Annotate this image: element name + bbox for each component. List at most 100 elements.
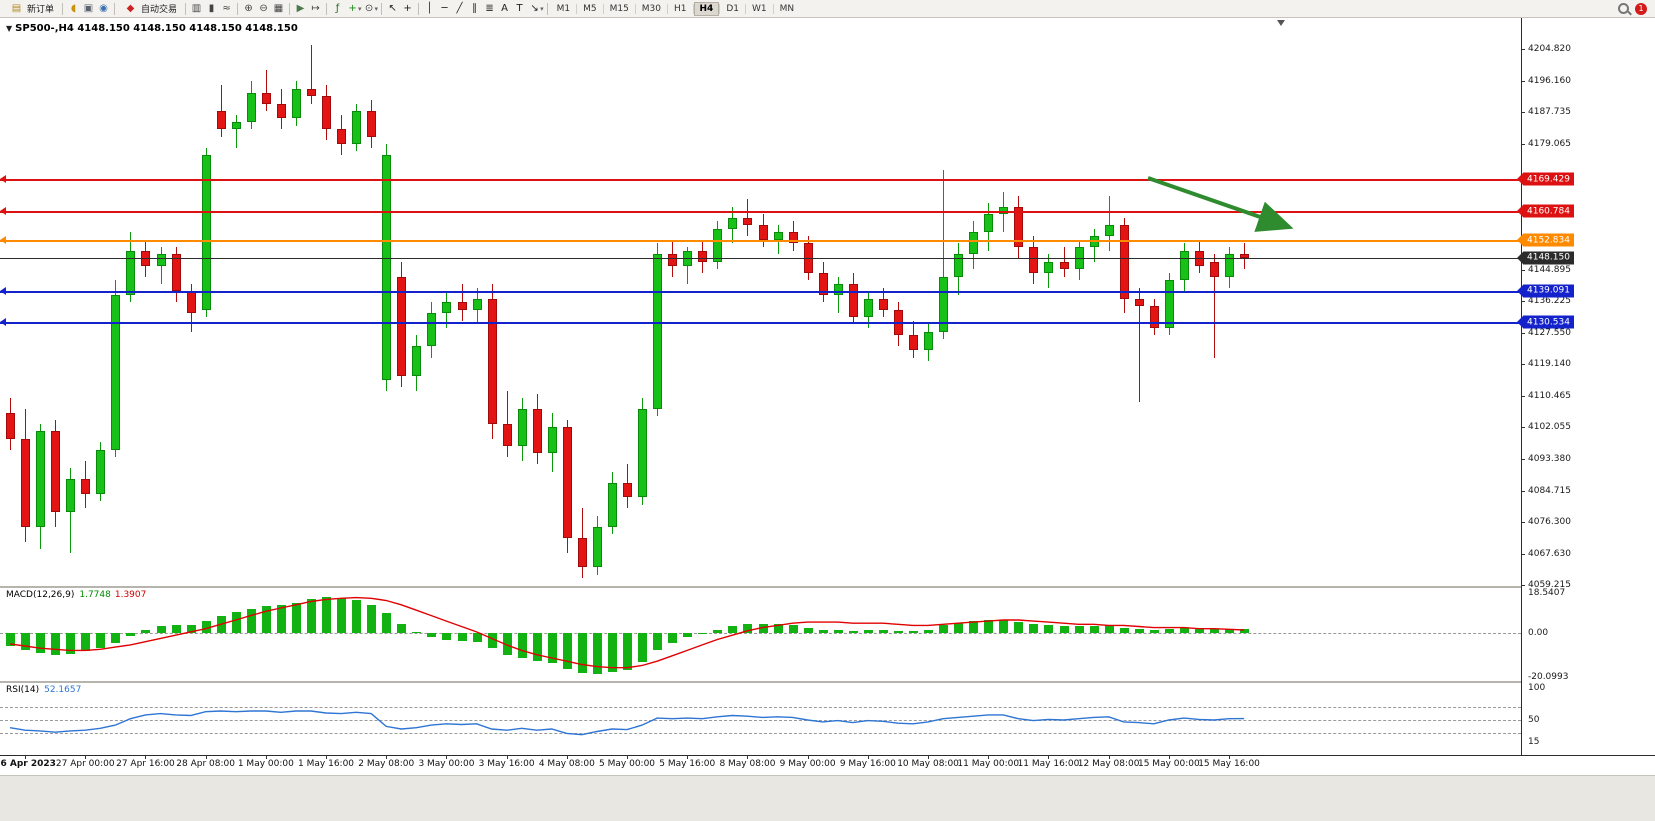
rsi-level-line [0, 732, 1521, 734]
support-line-1[interactable] [0, 290, 1521, 293]
current-price-line[interactable] [0, 257, 1521, 259]
candle-body [171, 254, 181, 292]
toolbar-separator [418, 2, 420, 15]
speaker-icon[interactable]: ◖ [70, 2, 77, 14]
time-axis[interactable] [0, 755, 1655, 775]
candle-body [472, 298, 482, 310]
price-axis[interactable] [1521, 18, 1655, 755]
tile-windows-icon[interactable]: ▦ [273, 2, 284, 14]
toolbar-button-label: 新订单 [27, 5, 55, 15]
timeframe-button-h1[interactable]: H1 [674, 3, 687, 14]
rsi-axis-label: 100 [1528, 683, 1546, 693]
price-tick-mark [1521, 427, 1525, 429]
timeframe-button-m5[interactable]: M5 [583, 3, 597, 14]
time-axis-label: 27 Apr 16:00 [116, 759, 175, 769]
cursor-icon[interactable]: ↖ [388, 2, 397, 14]
candle-body [51, 431, 61, 513]
candle-body [909, 335, 918, 351]
auto-scroll-icon[interactable]: ▶ [296, 2, 305, 14]
candle-body [487, 298, 497, 424]
rsi-panel[interactable] [0, 683, 1521, 755]
toolbar-separator [114, 2, 116, 15]
crosshair-icon[interactable]: + [403, 2, 412, 14]
time-tick-mark [1048, 755, 1050, 759]
notification-badge[interactable]: 1 [1635, 2, 1647, 15]
timeframe-button-w1[interactable]: W1 [751, 3, 767, 14]
timeframe-button-m30[interactable]: M30 [641, 3, 662, 14]
support-line-2[interactable] [0, 322, 1521, 325]
indicators-icon[interactable]: ƒ [335, 2, 340, 14]
time-tick-mark [928, 755, 930, 759]
pivot-line-badge[interactable]: 4152.834 [1523, 233, 1574, 247]
collapse-icon[interactable]: ▼ [6, 24, 13, 33]
chart-shift-icon[interactable]: ↦ [311, 2, 320, 14]
panel-separator[interactable] [0, 681, 1655, 683]
candle-body [1104, 225, 1114, 237]
time-tick-mark [205, 755, 207, 759]
horizontal-line-icon[interactable]: ─ [441, 2, 448, 14]
resistance-line-2[interactable] [0, 211, 1521, 214]
resistance-line-1-badge[interactable]: 4169.429 [1523, 172, 1574, 186]
time-axis-label: 8 May 08:00 [719, 759, 776, 769]
time-axis-label: 9 May 16:00 [839, 759, 896, 769]
timeframe-button-m15[interactable]: M15 [609, 3, 629, 14]
zoom-out-icon[interactable]: ⊖ [259, 2, 268, 14]
candlestick-chart-icon[interactable]: ▮ [208, 2, 215, 14]
rsi-axis-label: 50 [1528, 715, 1540, 725]
timeframe-button-m1[interactable]: M1 [556, 3, 571, 14]
time-tick-mark [85, 755, 87, 759]
period-clock-icon[interactable]: ⊙ [364, 2, 374, 14]
new-order-button[interactable]: ▤ 新订单 [4, 1, 59, 17]
price-tick-mark [1521, 584, 1525, 586]
chart-shift-marker[interactable] [1277, 20, 1285, 26]
time-axis-label: 9 May 00:00 [779, 759, 836, 769]
resistance-line-1[interactable] [0, 179, 1521, 182]
timeframe-button-mn[interactable]: MN [779, 3, 795, 14]
fibonacci-icon[interactable]: ≣ [485, 2, 494, 14]
time-tick-mark [25, 755, 27, 759]
trendline-icon[interactable]: ╱ [456, 2, 463, 14]
candle-body [608, 482, 617, 527]
bars-chart-icon[interactable]: ▥ [191, 2, 202, 14]
timeframe-separator [576, 3, 578, 14]
period-clock-icon-dropdown[interactable]: ▾ [374, 4, 379, 13]
zoom-in-icon[interactable]: ⊕ [244, 2, 253, 14]
time-axis-label: 26 Apr 2023 [0, 759, 56, 769]
add-indicator-icon-dropdown[interactable]: ▾ [358, 4, 362, 13]
algo-trading-button[interactable]: ◆ 自动交易 [118, 1, 182, 17]
support-line-2-badge[interactable]: 4130.534 [1523, 315, 1574, 329]
price-tick-label: 4059.215 [1528, 579, 1571, 590]
line-chart-icon[interactable]: ≈ [222, 2, 231, 14]
news-icon[interactable]: ◉ [99, 2, 108, 14]
candle-body [201, 155, 211, 310]
main-chart-area[interactable] [0, 18, 1521, 586]
candle-body [1029, 247, 1039, 273]
macd-label: MACD(12,26,9) 1.7748 1.3907 [6, 590, 147, 600]
toolbar-separator [289, 2, 291, 15]
rsi-level-line [0, 707, 1521, 709]
arrows-icon[interactable]: ↘ [530, 2, 539, 14]
text-icon[interactable]: A [501, 2, 508, 14]
candle-wick [506, 390, 508, 457]
resistance-line-1-badge-notch [1517, 173, 1523, 186]
candle-body [276, 103, 286, 119]
vertical-line-icon[interactable]: │ [426, 2, 433, 14]
time-axis-label: 5 May 16:00 [659, 759, 716, 769]
timeframe-button-d1[interactable]: D1 [726, 3, 739, 14]
candle-body [397, 276, 407, 376]
add-indicator-icon[interactable]: + [348, 2, 357, 14]
support-line-1-badge[interactable]: 4139.091 [1523, 284, 1574, 298]
label-icon[interactable]: T [516, 2, 523, 14]
panel-separator[interactable] [0, 586, 1655, 588]
channel-icon[interactable]: ∥ [472, 2, 478, 14]
time-tick-mark [145, 755, 147, 759]
pivot-line[interactable] [0, 240, 1521, 243]
search-icon[interactable] [1616, 2, 1631, 16]
candle-wick [1214, 254, 1215, 358]
print-icon[interactable]: ▣ [83, 2, 94, 14]
current-price-line-badge[interactable]: 4148.150 [1523, 251, 1574, 265]
arrows-icon-dropdown[interactable]: ▾ [540, 4, 544, 13]
window-footer [0, 775, 1655, 821]
timeframe-button-h4[interactable]: H4 [693, 1, 720, 16]
resistance-line-2-badge[interactable]: 4160.784 [1523, 204, 1574, 218]
